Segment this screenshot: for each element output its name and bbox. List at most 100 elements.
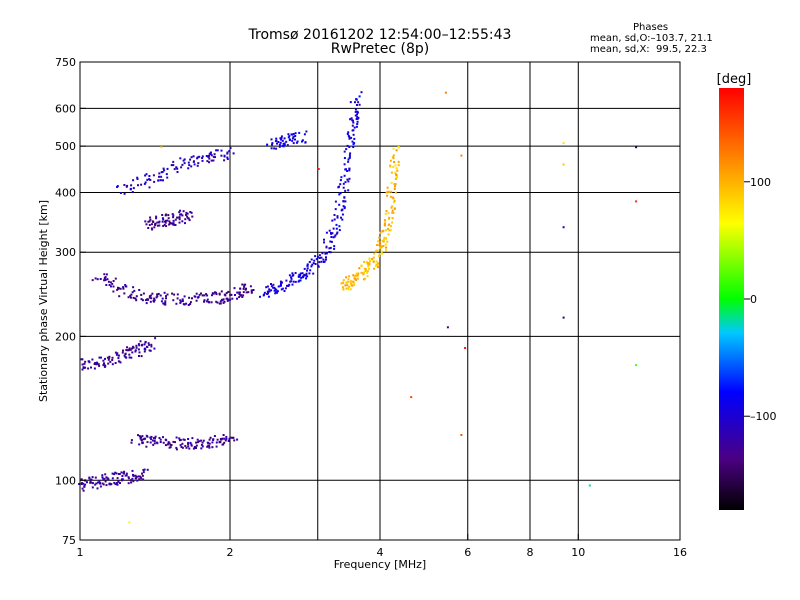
phase-point (392, 211, 395, 214)
phase-point (329, 251, 332, 254)
phase-point (368, 267, 370, 270)
phase-point (236, 291, 239, 294)
phase-point (200, 439, 203, 442)
phase-point (351, 119, 354, 122)
phase-point (176, 216, 179, 219)
phase-point (189, 303, 192, 305)
phase-point (207, 155, 210, 158)
phase-point (299, 272, 302, 275)
phase-point (291, 133, 294, 136)
phase-point (341, 286, 344, 289)
phase-point (233, 439, 236, 442)
phase-point (105, 284, 108, 286)
phase-point (111, 356, 114, 359)
phase-point (200, 447, 203, 450)
phase-point (460, 434, 463, 436)
phase-point (382, 240, 385, 243)
phase-point (373, 267, 376, 270)
phase-point (348, 137, 351, 140)
phase-point (276, 142, 278, 145)
phase-point (389, 195, 392, 198)
phase-point (163, 220, 166, 223)
phase-point (150, 227, 153, 230)
phase-point (377, 240, 380, 243)
phase-point (169, 446, 172, 449)
y-tick-label: 200 (55, 330, 76, 343)
phase-point (179, 299, 182, 302)
phase-point (347, 180, 350, 183)
phase-point (366, 275, 369, 278)
x-tick-label: 1 (77, 546, 84, 559)
phase-point (143, 468, 146, 471)
phase-point (142, 471, 145, 474)
phase-point (171, 222, 173, 225)
phase-point (281, 281, 283, 284)
phase-point (280, 135, 283, 138)
phase-point (290, 280, 293, 283)
phase-point (178, 218, 181, 221)
phase-point (178, 439, 181, 442)
phase-point (123, 184, 126, 186)
stats-heading: Phases (633, 22, 669, 33)
phase-point (190, 156, 193, 159)
phase-point (106, 278, 109, 281)
phase-point (115, 353, 118, 356)
phase-point (348, 154, 351, 157)
phase-point (342, 281, 345, 284)
phase-point (166, 443, 169, 446)
phase-point (117, 357, 120, 360)
phase-point (164, 303, 167, 306)
phase-point (83, 362, 86, 365)
phase-point (122, 286, 125, 289)
phase-point (128, 347, 131, 350)
phase-point (335, 227, 338, 230)
phase-point (210, 154, 213, 157)
chart-title-line1: Tromsø 20161202 12:54:00–12:55:43 (248, 27, 512, 43)
phase-point (112, 285, 115, 288)
phase-point (393, 183, 396, 186)
phase-point (354, 108, 357, 111)
phase-point (144, 437, 147, 440)
phase-point (185, 211, 188, 214)
phase-point (130, 296, 132, 299)
phase-point (130, 356, 133, 359)
phase-point (277, 141, 280, 143)
phase-point (385, 249, 387, 252)
phase-point (206, 294, 209, 297)
x-tick-label: 2 (227, 546, 234, 559)
phase-point (215, 293, 218, 296)
phase-point (230, 293, 233, 296)
phase-point (148, 175, 151, 177)
phase-point (140, 439, 143, 442)
phase-point (268, 288, 271, 291)
phase-point (367, 264, 370, 267)
phase-point (223, 154, 226, 157)
phase-point (226, 152, 229, 155)
phase-point (298, 131, 301, 134)
phase-point (105, 273, 108, 276)
phase-point (154, 222, 157, 225)
phase-point (154, 435, 157, 438)
phase-point (383, 222, 386, 225)
phase-point (321, 252, 324, 255)
phase-point (129, 479, 132, 482)
phase-point (358, 95, 361, 98)
phase-point (160, 146, 163, 149)
phase-point (216, 301, 219, 304)
y-tick-label: 400 (55, 186, 76, 199)
phase-point (376, 249, 379, 252)
phase-point (173, 223, 176, 226)
phase-point (187, 217, 190, 220)
phase-point (292, 133, 295, 135)
phase-point (181, 442, 184, 445)
phase-point (242, 294, 245, 297)
phase-point (172, 223, 175, 226)
phase-point (147, 227, 150, 229)
phase-point (393, 161, 396, 163)
phase-point (96, 278, 99, 281)
phase-point (102, 359, 105, 362)
phase-point (126, 349, 129, 352)
phase-point (149, 216, 152, 219)
phase-point (183, 158, 186, 161)
phase-point (353, 277, 356, 280)
